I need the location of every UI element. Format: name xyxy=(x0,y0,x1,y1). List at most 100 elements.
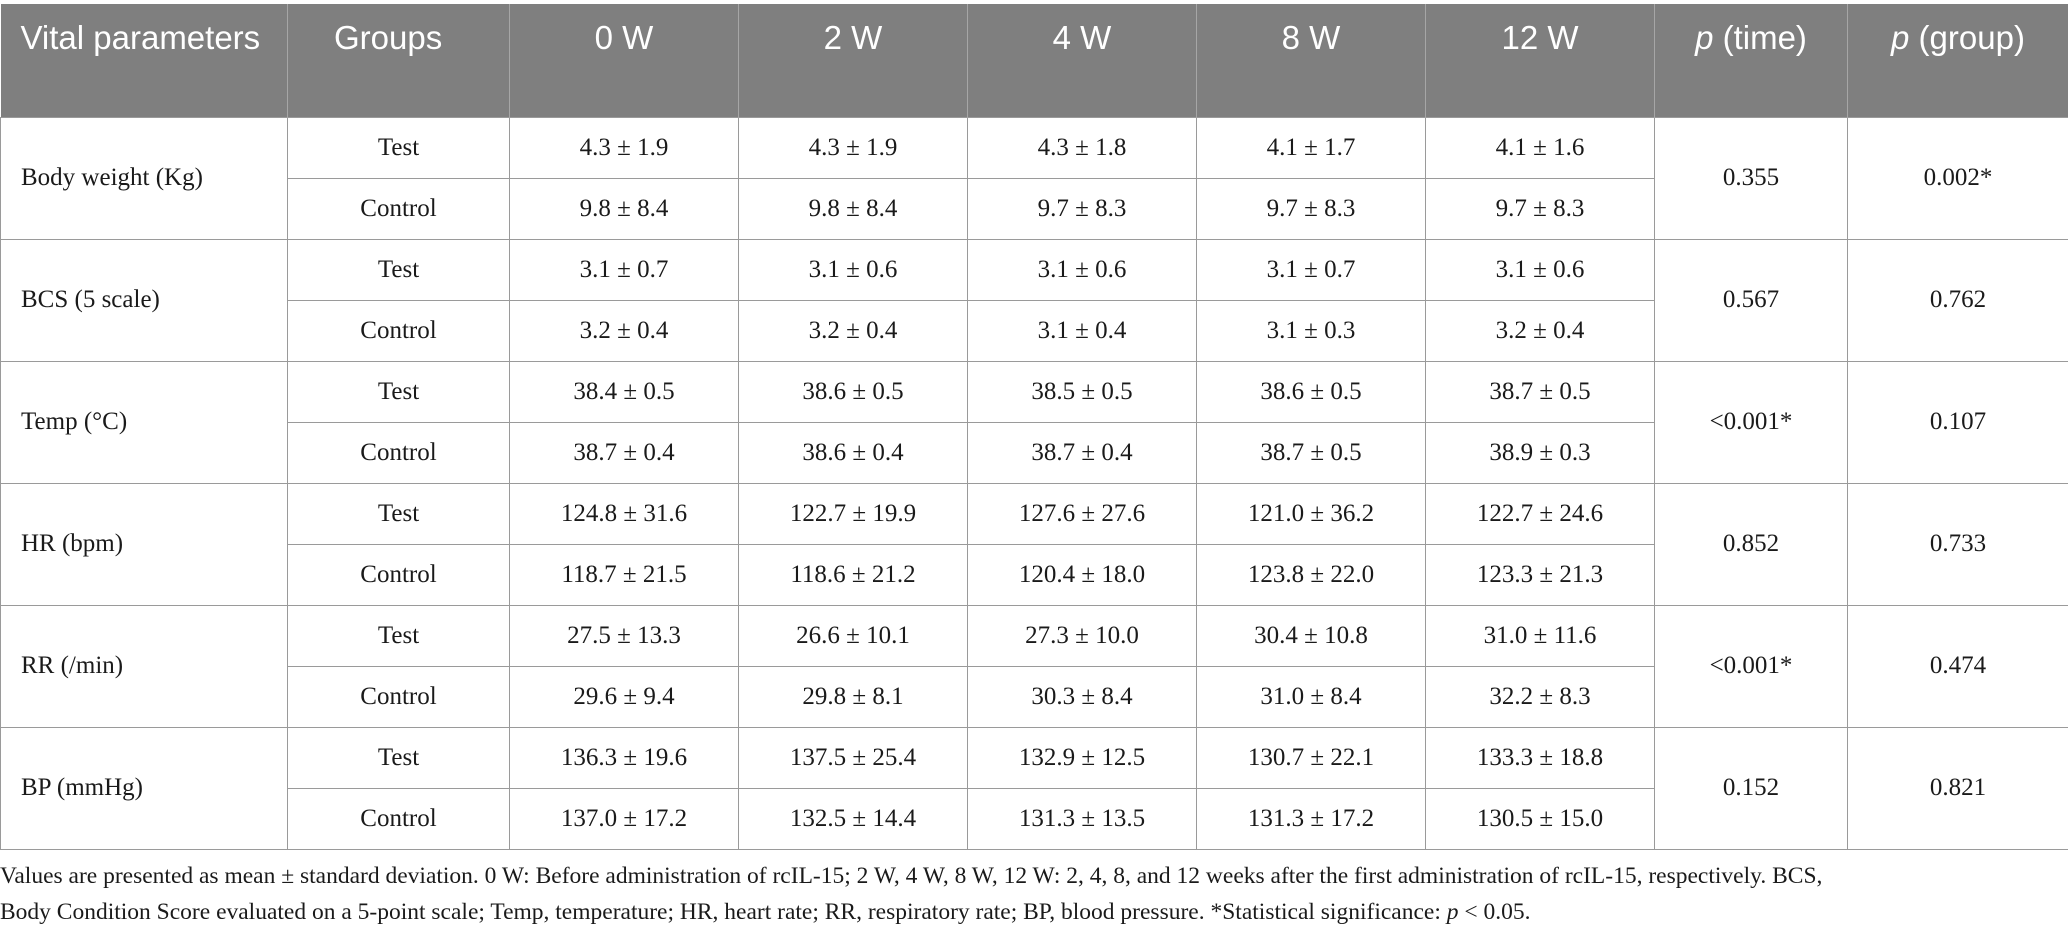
control-value-cell: 3.2 ± 0.4 xyxy=(509,299,739,362)
header-2w: 2 W xyxy=(738,4,968,117)
control-value-cell: 9.7 ± 8.3 xyxy=(1425,177,1655,240)
table-row-control: Control 38.7 ± 0.4 38.6 ± 0.4 38.7 ± 0.4 38.… xyxy=(1,421,2068,484)
table-footnote: Values are presented as mean ± standard … xyxy=(0,858,2060,930)
test-value-cell: 127.6 ± 27.6 xyxy=(967,482,1197,545)
p-time-value: <0.001* xyxy=(1654,604,1848,728)
test-value-cell: 4.1 ± 1.7 xyxy=(1196,116,1426,179)
control-value-cell: 123.3 ± 21.3 xyxy=(1425,543,1655,606)
test-value-cell: 3.1 ± 0.7 xyxy=(1196,238,1426,301)
header-12w: 12 W xyxy=(1425,4,1655,117)
table-row-test: RR (/min) Test 27.5 ± 13.3 26.6 ± 10.1 27.3 … xyxy=(0,604,2068,728)
table-row-control: Control 137.0 ± 17.2 132.5 ± 14.4 131.3 ± 1… xyxy=(1,787,2068,850)
header-p-group: p (group) xyxy=(1847,4,2068,117)
p-group-value: 0.474 xyxy=(1847,604,2068,728)
control-value-cell: 130.5 ± 15.0 xyxy=(1425,787,1655,850)
p-group-value: 0.733 xyxy=(1847,482,2068,606)
control-value-cell: 30.3 ± 8.4 xyxy=(967,665,1197,728)
test-value-cell: 38.7 ± 0.5 xyxy=(1425,360,1655,423)
p-time-value: 0.355 xyxy=(1654,116,1848,240)
p-group-value: 0.762 xyxy=(1847,238,2068,362)
test-value-cell: 4.3 ± 1.9 xyxy=(509,116,739,179)
header-row: Vital parameters Groups 0 W 2 W 4 W 8 W … xyxy=(0,4,2068,117)
footnote-p-symbol: p xyxy=(1446,899,1459,925)
test-value-cell: 136.3 ± 19.6 xyxy=(509,726,739,789)
test-value-cell: 38.5 ± 0.5 xyxy=(967,360,1197,423)
footnote-line-2: Body Condition Score evaluated on a 5-po… xyxy=(0,894,2060,930)
group-label-test: Test xyxy=(287,726,510,789)
test-value-cell: 124.8 ± 31.6 xyxy=(509,482,739,545)
header-p-group-symbol: p xyxy=(1891,19,1910,56)
control-value-cell: 32.2 ± 8.3 xyxy=(1425,665,1655,728)
group-label-test: Test xyxy=(287,116,510,179)
control-value-cell: 9.8 ± 8.4 xyxy=(738,177,968,240)
test-value-cell: 3.1 ± 0.6 xyxy=(967,238,1197,301)
p-group-value: 0.821 xyxy=(1847,726,2068,850)
p-time-value: 0.852 xyxy=(1654,482,1848,606)
vital-parameter-name: HR (bpm) xyxy=(0,482,288,606)
table-row-test: BP (mmHg) Test 136.3 ± 19.6 137.5 ± 25.4 132… xyxy=(0,726,2068,850)
test-value-cell: 121.0 ± 36.2 xyxy=(1196,482,1426,545)
control-value-cell: 9.8 ± 8.4 xyxy=(509,177,739,240)
test-value-cell: 3.1 ± 0.6 xyxy=(1425,238,1655,301)
control-value-cell: 120.4 ± 18.0 xyxy=(967,543,1197,606)
test-value-cell: 26.6 ± 10.1 xyxy=(738,604,968,667)
test-value-cell: 3.1 ± 0.6 xyxy=(738,238,968,301)
control-value-cell: 118.6 ± 21.2 xyxy=(738,543,968,606)
p-time-value: 0.152 xyxy=(1654,726,1848,850)
p-group-value: 0.002* xyxy=(1847,116,2068,240)
group-label-test: Test xyxy=(287,482,510,545)
control-value-cell: 29.6 ± 9.4 xyxy=(509,665,739,728)
vital-parameter-name: BCS (5 scale) xyxy=(0,238,288,362)
table-row-control: Control 29.6 ± 9.4 29.8 ± 8.1 30.3 ± 8.4 31.… xyxy=(1,665,2068,728)
vital-parameter-name: BP (mmHg) xyxy=(0,726,288,850)
footnote-line-1: Values are presented as mean ± standard … xyxy=(0,863,1823,889)
header-groups: Groups xyxy=(287,4,510,117)
test-value-cell: 122.7 ± 19.9 xyxy=(738,482,968,545)
table-body: Body weight (Kg) Test 4.3 ± 1.9 4.3 ± 1.9 4.… xyxy=(0,116,2068,850)
vital-parameter-name: RR (/min) xyxy=(0,604,288,728)
control-value-cell: 3.1 ± 0.4 xyxy=(967,299,1197,362)
p-time-value: 0.567 xyxy=(1654,238,1848,362)
test-value-cell: 27.5 ± 13.3 xyxy=(509,604,739,667)
header-0w: 0 W xyxy=(509,4,739,117)
control-value-cell: 123.8 ± 22.0 xyxy=(1196,543,1426,606)
test-value-cell: 137.5 ± 25.4 xyxy=(738,726,968,789)
group-label-control: Control xyxy=(287,299,510,362)
test-value-cell: 132.9 ± 12.5 xyxy=(967,726,1197,789)
control-value-cell: 9.7 ± 8.3 xyxy=(967,177,1197,240)
control-value-cell: 29.8 ± 8.1 xyxy=(738,665,968,728)
control-value-cell: 3.2 ± 0.4 xyxy=(738,299,968,362)
test-value-cell: 27.3 ± 10.0 xyxy=(967,604,1197,667)
footnote-line-2-text: Body Condition Score evaluated on a 5-po… xyxy=(0,899,1447,925)
header-p-time-symbol: p xyxy=(1695,19,1714,56)
test-value-cell: 4.3 ± 1.8 xyxy=(967,116,1197,179)
control-value-cell: 131.3 ± 17.2 xyxy=(1196,787,1426,850)
control-value-cell: 137.0 ± 17.2 xyxy=(509,787,739,850)
test-value-cell: 38.6 ± 0.5 xyxy=(738,360,968,423)
control-value-cell: 9.7 ± 8.3 xyxy=(1196,177,1426,240)
test-value-cell: 31.0 ± 11.6 xyxy=(1425,604,1655,667)
test-value-cell: 4.1 ± 1.6 xyxy=(1425,116,1655,179)
control-value-cell: 38.9 ± 0.3 xyxy=(1425,421,1655,484)
test-value-cell: 130.7 ± 22.1 xyxy=(1196,726,1426,789)
header-p-time: p (time) xyxy=(1654,4,1848,117)
p-group-value: 0.107 xyxy=(1847,360,2068,484)
control-value-cell: 38.7 ± 0.4 xyxy=(509,421,739,484)
vital-parameter-name: Body weight (Kg) xyxy=(0,116,288,240)
test-value-cell: 38.4 ± 0.5 xyxy=(509,360,739,423)
control-value-cell: 38.6 ± 0.4 xyxy=(738,421,968,484)
test-value-cell: 122.7 ± 24.6 xyxy=(1425,482,1655,545)
test-value-cell: 133.3 ± 18.8 xyxy=(1425,726,1655,789)
group-label-control: Control xyxy=(287,665,510,728)
test-value-cell: 4.3 ± 1.9 xyxy=(738,116,968,179)
header-p-group-label: (group) xyxy=(1909,19,2025,56)
table-row-test: Body weight (Kg) Test 4.3 ± 1.9 4.3 ± 1.9 4.… xyxy=(0,116,2068,240)
control-value-cell: 3.2 ± 0.4 xyxy=(1425,299,1655,362)
vital-parameter-name: Temp (°C) xyxy=(0,360,288,484)
control-value-cell: 38.7 ± 0.4 xyxy=(967,421,1197,484)
header-p-time-label: (time) xyxy=(1713,19,1807,56)
control-value-cell: 3.1 ± 0.3 xyxy=(1196,299,1426,362)
group-label-control: Control xyxy=(287,543,510,606)
header-4w: 4 W xyxy=(967,4,1197,117)
p-time-value: <0.001* xyxy=(1654,360,1848,484)
